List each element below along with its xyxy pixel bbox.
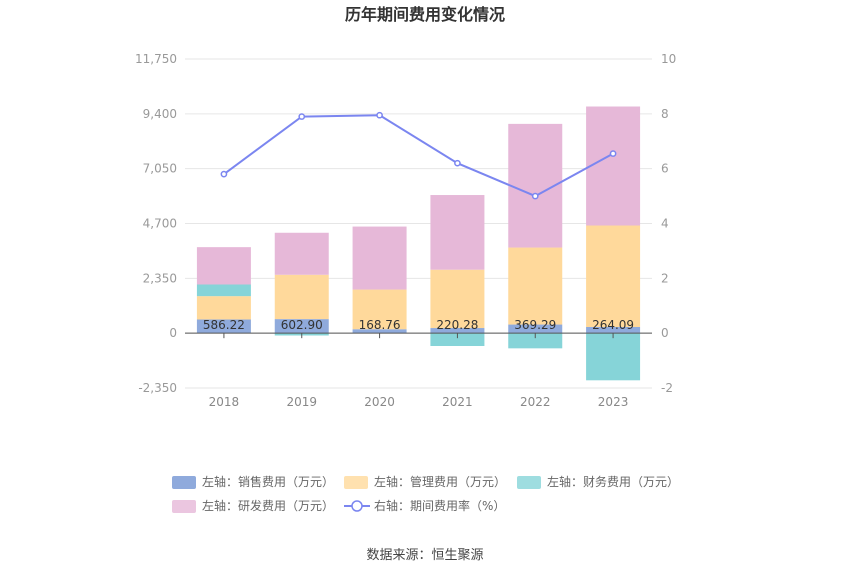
left-tick-label: -2,350 [138, 381, 177, 395]
source-note: 数据来源：恒生聚源 [366, 548, 483, 563]
legend-swatch [172, 476, 196, 489]
bar [274, 319, 329, 334]
rate-line-series [220, 111, 617, 200]
bar [430, 328, 485, 334]
bar [274, 232, 329, 275]
chart-title: 历年期间费用变化情况 [345, 5, 505, 24]
bar [508, 247, 563, 325]
line-point [298, 113, 306, 120]
bar [352, 226, 407, 290]
legend-line-marker [351, 500, 363, 512]
right-tick-label: 6 [661, 162, 669, 176]
left-tick-label: 4,700 [143, 217, 177, 231]
category-axis: 2018 2019 2020 2021 2022 2023 [209, 395, 629, 409]
bar [430, 333, 485, 346]
right-tick-label: 8 [661, 107, 669, 121]
bar [352, 289, 407, 330]
data-label: 602.90 [281, 318, 323, 332]
data-label: 586.22 [203, 318, 245, 332]
bar [586, 327, 641, 334]
line-point [454, 159, 461, 167]
bar [196, 319, 251, 334]
legend-label: 左轴：财务费用（万元） [547, 474, 679, 489]
grid-lines [185, 58, 652, 389]
bar [586, 333, 641, 381]
category-label: 2018 [209, 395, 240, 409]
line-point [376, 111, 383, 119]
bar [586, 106, 641, 226]
data-labels: 586.22 602.90 168.76 220.28 369.29 264.09 [203, 318, 634, 332]
data-label: 369.29 [514, 318, 556, 332]
right-axis-ticks: 10 8 6 4 2 0 -2 [661, 52, 676, 395]
legend-label: 左轴：研发费用（万元） [202, 498, 334, 513]
bar [586, 225, 641, 328]
line-point [220, 170, 228, 178]
bar [430, 269, 485, 329]
data-label: 168.76 [359, 318, 401, 332]
bar [352, 329, 407, 334]
legend-label: 左轴：管理费用（万元） [374, 474, 506, 489]
legend-swatch [344, 476, 368, 489]
bar-series [196, 106, 641, 381]
rate-line [223, 114, 614, 198]
line-point [609, 150, 617, 157]
category-label: 2021 [442, 395, 473, 409]
legend-label: 左轴：销售费用（万元） [202, 474, 334, 489]
bar [274, 274, 329, 320]
data-label: 264.09 [592, 318, 634, 332]
legend-swatch [172, 500, 196, 513]
right-tick-label: 4 [661, 217, 669, 231]
left-tick-label: 2,350 [143, 271, 177, 285]
category-label: 2020 [364, 395, 395, 409]
left-tick-label: 0 [169, 326, 177, 340]
category-label: 2019 [286, 395, 317, 409]
legend-swatch [517, 476, 541, 489]
bar [196, 247, 251, 285]
legend: 左轴：销售费用（万元） 左轴：管理费用（万元） 左轴：财务费用（万元） 左轴：研发费用… [172, 474, 679, 513]
right-tick-label: 0 [661, 326, 669, 340]
bar [196, 284, 251, 297]
right-tick-label: -2 [661, 381, 673, 395]
left-tick-label: 9,400 [143, 107, 177, 121]
right-tick-label: 2 [661, 271, 669, 285]
bar [196, 296, 251, 320]
data-label: 220.28 [436, 318, 478, 332]
left-tick-label: 7,050 [143, 162, 177, 176]
zero-line [185, 332, 652, 339]
line-point [531, 192, 539, 200]
category-label: 2023 [598, 395, 629, 409]
bar [430, 195, 485, 270]
category-label: 2022 [520, 395, 551, 409]
bar [508, 333, 563, 349]
left-axis-ticks: 11,750 9,400 7,050 4,700 2,350 0 -2,350 [135, 52, 177, 395]
bar [508, 324, 563, 334]
left-tick-label: 11,750 [135, 52, 177, 66]
legend-label: 右轴：期间费用率（%） [374, 498, 505, 513]
right-tick-label: 10 [661, 52, 676, 66]
